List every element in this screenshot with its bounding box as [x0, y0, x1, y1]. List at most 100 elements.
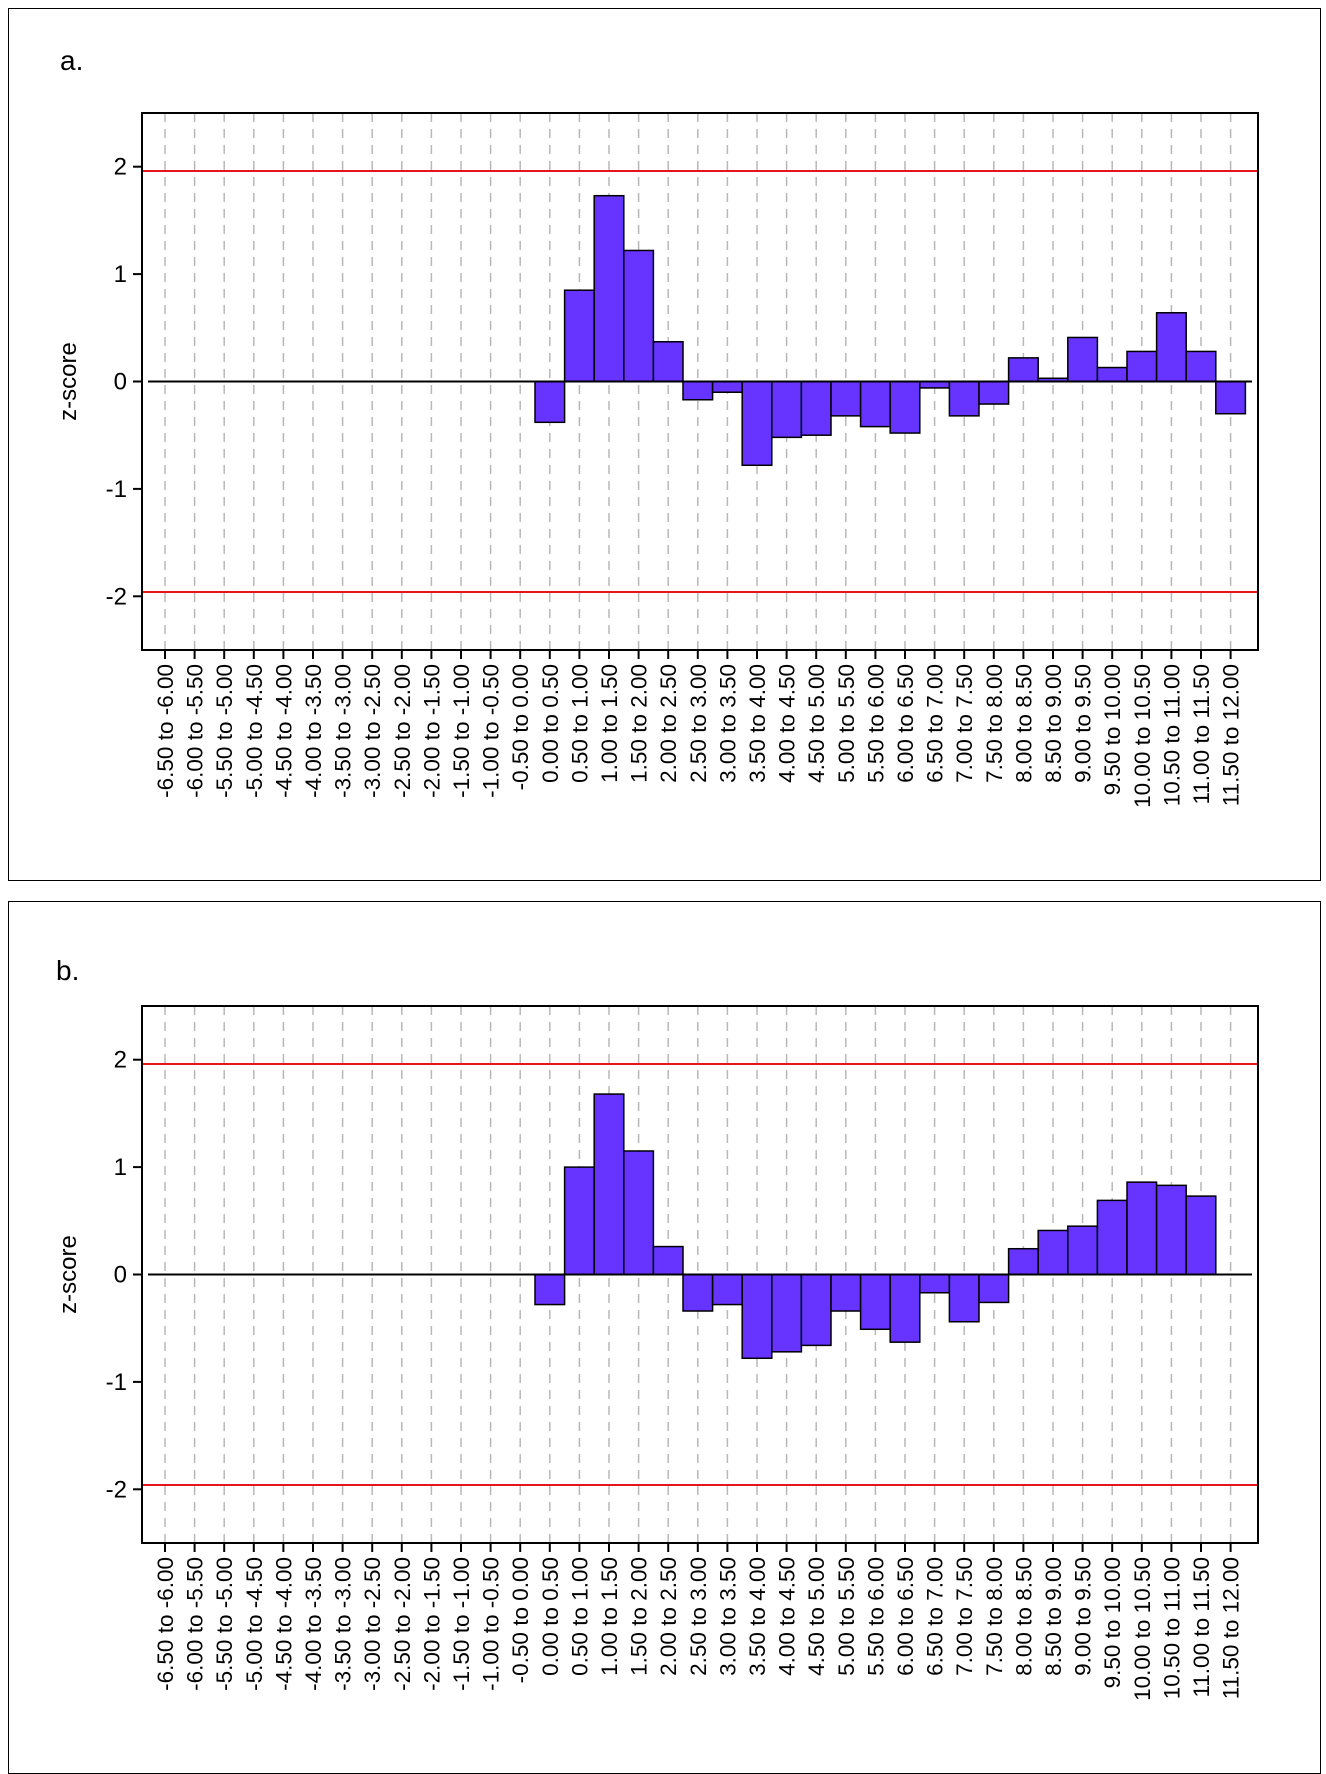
bar — [1126, 1181, 1158, 1276]
bar — [1126, 350, 1158, 383]
x-tick-label: 10.00 to 10.50 — [1130, 1557, 1155, 1701]
bar — [1037, 1229, 1069, 1276]
x-tick-label: -1.00 to -0.50 — [479, 664, 504, 798]
x-tick-label: 10.00 to 10.50 — [1130, 664, 1155, 808]
x-tick-label: 1.00 to 1.50 — [597, 664, 622, 783]
x-tick-label: 3.50 to 4.00 — [745, 664, 770, 783]
x-tick-label: 6.50 to 7.00 — [923, 1557, 948, 1676]
x-tick-label: 5.00 to 5.50 — [834, 664, 859, 783]
x-tick-label: -1.00 to -0.50 — [479, 1557, 504, 1691]
bar — [919, 1273, 951, 1294]
y-axis-label: z-score — [55, 1235, 82, 1314]
x-tick-label: 11.00 to 11.50 — [1189, 664, 1214, 805]
x-tick-label: 6.00 to 6.50 — [893, 1557, 918, 1676]
y-tick-label: 1 — [114, 261, 127, 288]
x-tick-label: 1.00 to 1.50 — [597, 1557, 622, 1676]
bar — [1007, 1247, 1039, 1276]
bar — [889, 1273, 921, 1343]
bar — [1067, 336, 1099, 383]
x-tick-label: 9.00 to 9.50 — [1071, 664, 1096, 783]
bar — [948, 380, 980, 417]
chart-a: a. 2 1 0 -1 -2 z-score -6.50 to -6.00 -6.00 to -… — [55, 45, 1259, 808]
bar — [623, 249, 655, 383]
x-tick-label: 4.00 to 4.50 — [775, 664, 800, 783]
chart-b: b. 2 1 0 -1 -2 z-score -6.50 to -6.00 -6.00 to -… — [55, 955, 1259, 1701]
y-tick-label: -1 — [106, 476, 127, 503]
x-tick-label: -6.00 to -5.50 — [183, 664, 208, 798]
bar — [1185, 1195, 1217, 1276]
x-tick-label: 8.50 to 9.00 — [1041, 1557, 1066, 1676]
x-tick-label: 3.00 to 3.50 — [715, 1557, 740, 1676]
x-tick-label: 6.50 to 7.00 — [923, 664, 948, 783]
bar — [1155, 312, 1187, 383]
x-tick-label: 2.50 to 3.00 — [686, 1557, 711, 1676]
bar — [1185, 350, 1217, 383]
bar — [948, 1273, 980, 1323]
y-axis-label: z-score — [55, 342, 82, 421]
y-tick-label: 0 — [114, 369, 127, 396]
x-tick-label: 9.00 to 9.50 — [1071, 1557, 1096, 1676]
bar — [563, 289, 595, 383]
x-tick-label: -3.00 to -2.50 — [360, 664, 385, 798]
bar — [711, 1273, 743, 1306]
bar — [859, 1273, 891, 1331]
x-tick-label: 0.50 to 1.00 — [567, 664, 592, 783]
x-tick-label: 9.50 to 10.00 — [1100, 664, 1125, 795]
x-tick-label: 10.50 to 11.00 — [1159, 664, 1184, 806]
bar — [800, 1273, 832, 1347]
x-tick-label: 7.00 to 7.50 — [952, 664, 977, 783]
x-tick-label: -3.50 to -3.00 — [331, 664, 356, 798]
y-tick-label: -2 — [106, 1476, 127, 1503]
bar — [563, 1166, 595, 1276]
x-tick-label: 4.00 to 4.50 — [775, 1557, 800, 1676]
chart-panel-b — [8, 901, 1321, 1774]
bar — [534, 1273, 566, 1306]
x-tick-label: -1.50 to -1.00 — [449, 1557, 474, 1691]
x-tick-label: 7.00 to 7.50 — [952, 1557, 977, 1676]
bar — [859, 380, 891, 428]
x-tick-label: 1.50 to 2.00 — [627, 664, 652, 783]
x-tick-label: 10.50 to 11.00 — [1159, 1557, 1184, 1699]
bar — [1215, 380, 1247, 415]
x-tick-label: 9.50 to 10.00 — [1100, 1557, 1125, 1688]
x-tick-label: 1.50 to 2.00 — [627, 1557, 652, 1676]
x-tick-label: -4.50 to -4.00 — [271, 664, 296, 798]
bar — [889, 380, 921, 434]
x-tick-label: 5.50 to 6.00 — [863, 664, 888, 783]
bar — [1155, 1184, 1187, 1276]
bar — [711, 380, 743, 393]
panel-label: b. — [56, 955, 79, 986]
bar — [593, 1093, 625, 1276]
x-tick-label: 3.50 to 4.00 — [745, 1557, 770, 1676]
x-tick-label: -6.50 to -6.00 — [153, 664, 178, 798]
bar — [1007, 357, 1039, 383]
x-tick-label: 11.50 to 12.00 — [1219, 1557, 1244, 1699]
y-tick-label: -1 — [106, 1369, 127, 1396]
bar — [682, 380, 714, 401]
y-tick-label: 2 — [114, 1047, 127, 1074]
chart-panel-a — [8, 8, 1321, 881]
x-tick-label: 8.00 to 8.50 — [1011, 1557, 1036, 1676]
x-tick-label: -2.00 to -1.50 — [419, 664, 444, 798]
x-tick-label: -0.50 to 0.00 — [508, 664, 533, 790]
x-tick-label: 2.00 to 2.50 — [656, 664, 681, 783]
bar — [1067, 1225, 1099, 1276]
x-tick-label: -4.00 to -3.50 — [301, 664, 326, 798]
bar — [1096, 366, 1128, 383]
x-tick-label: 7.50 to 8.00 — [982, 1557, 1007, 1676]
x-tick-label: 2.00 to 2.50 — [656, 1557, 681, 1676]
x-tick-label: 7.50 to 8.00 — [982, 664, 1007, 783]
bar — [830, 380, 862, 417]
x-tick-label: 8.00 to 8.50 — [1011, 664, 1036, 783]
x-tick-label: 8.50 to 9.00 — [1041, 664, 1066, 783]
bar — [741, 1273, 773, 1360]
x-tick-label: -2.50 to -2.00 — [390, 1557, 415, 1691]
x-tick-label: -1.50 to -1.00 — [449, 664, 474, 798]
bar — [771, 1273, 803, 1353]
x-tick-label: -6.50 to -6.00 — [153, 1557, 178, 1691]
bar — [830, 1273, 862, 1312]
bar — [771, 380, 803, 439]
x-tick-label: -4.50 to -4.00 — [271, 1557, 296, 1691]
x-tick-label: -2.50 to -2.00 — [390, 664, 415, 798]
